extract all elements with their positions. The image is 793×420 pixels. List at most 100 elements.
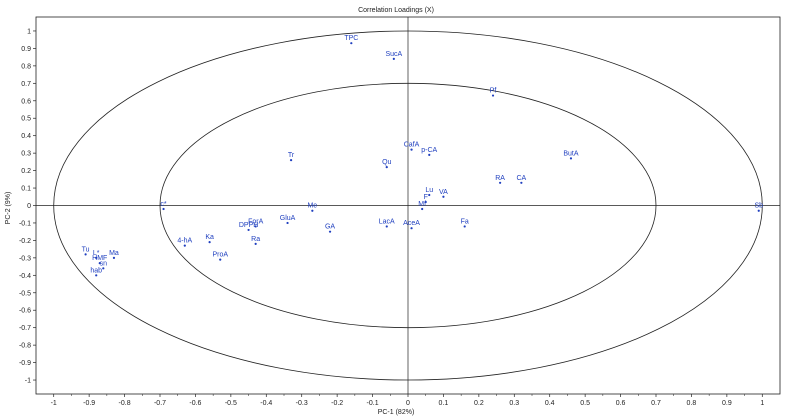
data-point bbox=[757, 209, 760, 212]
data-point bbox=[385, 166, 388, 169]
data-point-label: 4-hA bbox=[177, 238, 192, 245]
data-point bbox=[208, 241, 211, 244]
data-point-label: Tu bbox=[82, 246, 90, 253]
data-point-label: SucA bbox=[385, 51, 402, 58]
x-tick-label: -0.4 bbox=[260, 400, 272, 407]
data-point bbox=[254, 225, 257, 228]
x-tick-label: 0.9 bbox=[722, 400, 732, 407]
data-point bbox=[98, 261, 101, 265]
y-tick-label: 0.9 bbox=[21, 46, 31, 53]
x-tick-label: 0.6 bbox=[616, 400, 626, 407]
data-point bbox=[286, 221, 289, 225]
y-tick-label: 0.3 bbox=[21, 151, 31, 158]
y-tick-label: 1 bbox=[27, 28, 31, 35]
data-point-label: GluA bbox=[280, 215, 296, 222]
data-point-label: Ra bbox=[251, 236, 260, 243]
data-point-label: Ka bbox=[205, 234, 214, 241]
data-point bbox=[102, 267, 105, 270]
x-tick-label: 0.3 bbox=[509, 400, 519, 407]
x-tick-label: -0.9 bbox=[83, 400, 95, 407]
y-tick-label: 0 bbox=[27, 203, 31, 210]
data-point-label: F bbox=[424, 194, 428, 201]
data-point bbox=[421, 207, 424, 211]
data-point bbox=[84, 253, 87, 256]
data-point bbox=[350, 42, 353, 45]
x-tick-label: 0.4 bbox=[545, 400, 555, 407]
data-point bbox=[428, 153, 431, 156]
data-point-label: AceA bbox=[403, 220, 420, 227]
data-point bbox=[463, 225, 466, 228]
y-tick-label: -0.1 bbox=[19, 220, 31, 227]
data-point-label: ProA bbox=[212, 252, 228, 259]
x-tick-label: -0.3 bbox=[296, 400, 308, 407]
x-tick-label: -0.1 bbox=[367, 400, 379, 407]
data-point bbox=[112, 256, 116, 259]
x-tick-label: 1 bbox=[760, 400, 764, 407]
y-tick-label: 0.4 bbox=[21, 133, 31, 140]
x-tick-label: -0.6 bbox=[189, 400, 201, 407]
data-point-label: Fa bbox=[461, 218, 469, 225]
x-tick-label: 0.1 bbox=[439, 400, 449, 407]
y-tick-label: 0.2 bbox=[21, 168, 31, 175]
data-point bbox=[410, 227, 413, 230]
y-tick-label: -0.2 bbox=[19, 238, 31, 245]
data-point-label: DPPH bbox=[239, 222, 258, 229]
x-tick-label: -0.5 bbox=[225, 400, 237, 407]
data-point bbox=[499, 181, 502, 184]
y-tick-label: 0.8 bbox=[21, 63, 31, 70]
data-point-label: Lu bbox=[425, 187, 433, 194]
data-point bbox=[311, 209, 314, 212]
data-point bbox=[385, 225, 388, 228]
data-point bbox=[183, 244, 186, 247]
data-point bbox=[392, 57, 395, 60]
y-tick-label: -0.4 bbox=[19, 273, 31, 280]
y-tick-label: 0.5 bbox=[21, 116, 31, 123]
data-point-label: ButA bbox=[563, 150, 579, 157]
data-point-label: Ma bbox=[109, 250, 119, 257]
data-point bbox=[428, 193, 431, 197]
data-point-label: Pf bbox=[490, 88, 497, 95]
data-point bbox=[520, 181, 523, 184]
data-point bbox=[247, 228, 250, 232]
data-point bbox=[289, 159, 293, 162]
x-tick-label: 0.2 bbox=[474, 400, 484, 407]
data-point-label: ForA bbox=[248, 218, 264, 225]
data-point bbox=[95, 274, 98, 277]
x-tick-label: 0 bbox=[406, 400, 410, 407]
y-tick-label: -0.5 bbox=[19, 290, 31, 297]
y-tick-label: 0.6 bbox=[21, 98, 31, 105]
data-point-label: VA bbox=[439, 189, 448, 196]
x-tick-label: -1 bbox=[51, 400, 57, 407]
data-point bbox=[424, 200, 427, 204]
x-tick-label: 0.8 bbox=[687, 400, 697, 407]
data-point bbox=[491, 94, 495, 97]
x-tick-label: -0.7 bbox=[154, 400, 166, 407]
data-point-label: Mf bbox=[418, 201, 426, 208]
data-point-label: CafA bbox=[404, 142, 420, 149]
data-point bbox=[328, 230, 332, 233]
data-point-label: Tr bbox=[288, 152, 295, 159]
data-point-label: LacA bbox=[379, 218, 395, 225]
data-point bbox=[442, 195, 445, 198]
x-tick-label: -0.2 bbox=[331, 400, 343, 407]
x-tick-label: -0.8 bbox=[119, 400, 131, 407]
y-tick-label: -0.8 bbox=[19, 343, 31, 350]
data-point-label: Qu bbox=[382, 159, 391, 166]
data-point-label: TPC bbox=[344, 35, 358, 42]
y-tick-label: -1 bbox=[25, 378, 31, 385]
data-point-label: sn bbox=[100, 260, 108, 267]
data-point-label: hab bbox=[90, 267, 102, 274]
data-point bbox=[410, 148, 413, 151]
y-tick-label: 0.1 bbox=[21, 186, 31, 193]
data-point bbox=[162, 207, 165, 211]
data-point bbox=[254, 242, 257, 245]
data-point-label: L* bbox=[93, 250, 100, 257]
data-point-label: Me bbox=[307, 203, 317, 210]
data-point-label: HMF bbox=[92, 255, 107, 262]
data-point-label: Sb bbox=[754, 203, 763, 210]
x-axis-label: PC-1 (82%) bbox=[378, 409, 415, 416]
data-point-label: p-CA bbox=[421, 147, 437, 154]
x-tick-label: 0.7 bbox=[651, 400, 661, 407]
y-tick-label: -0.3 bbox=[19, 255, 31, 262]
data-point bbox=[219, 258, 222, 261]
